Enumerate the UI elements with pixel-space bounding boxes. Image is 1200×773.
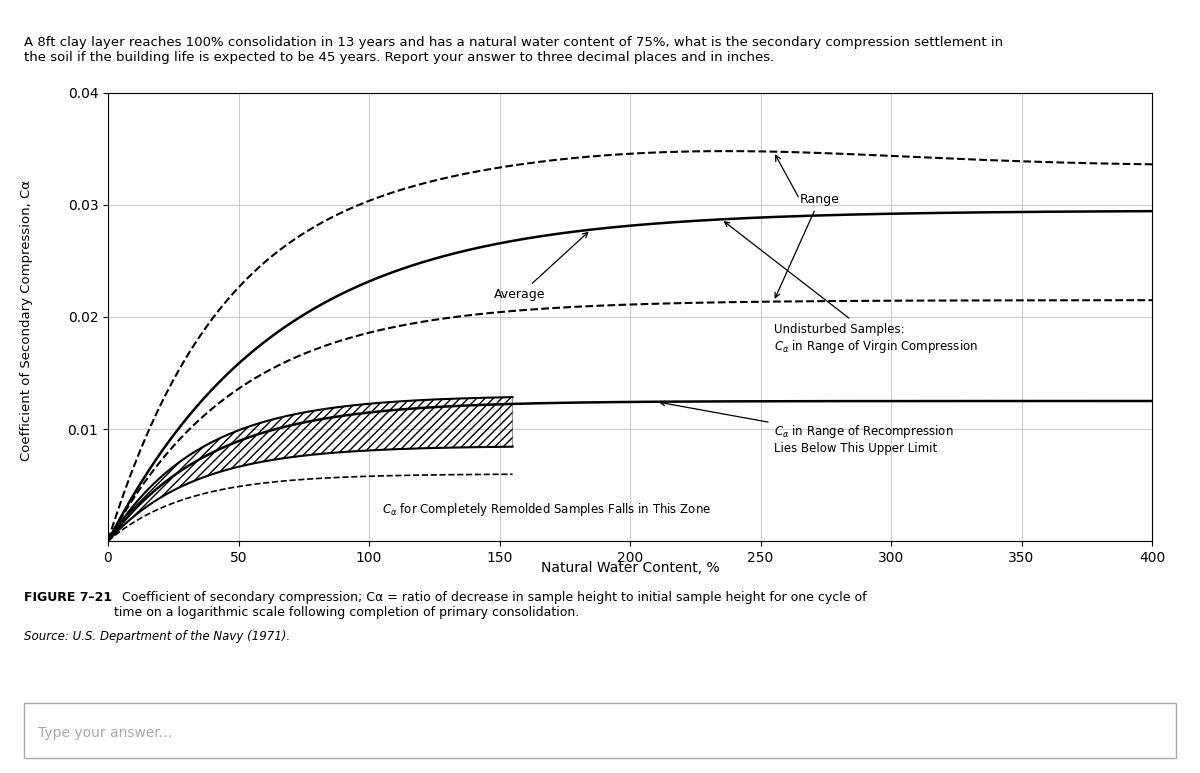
Text: Undisturbed Samples:
$C_\alpha$ in Range of Virgin Compression: Undisturbed Samples: $C_\alpha$ in Range… bbox=[725, 222, 978, 355]
Text: A 8ft clay layer reaches 100% consolidation in 13 years and has a natural water : A 8ft clay layer reaches 100% consolidat… bbox=[24, 36, 1003, 64]
Text: FIGURE 7–21: FIGURE 7–21 bbox=[24, 591, 112, 604]
Text: Coefficient of secondary compression; Cα = ratio of decrease in sample height to: Coefficient of secondary compression; Cα… bbox=[114, 591, 866, 619]
Text: Coefficient of Secondary Compression, Cα: Coefficient of Secondary Compression, Cα bbox=[20, 180, 32, 461]
Text: Source: U.S. Department of the Navy (1971).: Source: U.S. Department of the Navy (197… bbox=[24, 630, 290, 643]
FancyBboxPatch shape bbox=[24, 703, 1176, 758]
Text: Type your answer...: Type your answer... bbox=[38, 726, 172, 741]
Text: $C_\alpha$ in Range of Recompression
Lies Below This Upper Limit: $C_\alpha$ in Range of Recompression Lie… bbox=[660, 401, 953, 455]
Text: $C_\alpha$ for Completely Remolded Samples Falls in This Zone: $C_\alpha$ for Completely Remolded Sampl… bbox=[382, 501, 712, 518]
Text: Average: Average bbox=[494, 233, 588, 301]
Text: Natural Water Content, %: Natural Water Content, % bbox=[541, 561, 719, 575]
Text: Range: Range bbox=[775, 192, 840, 298]
